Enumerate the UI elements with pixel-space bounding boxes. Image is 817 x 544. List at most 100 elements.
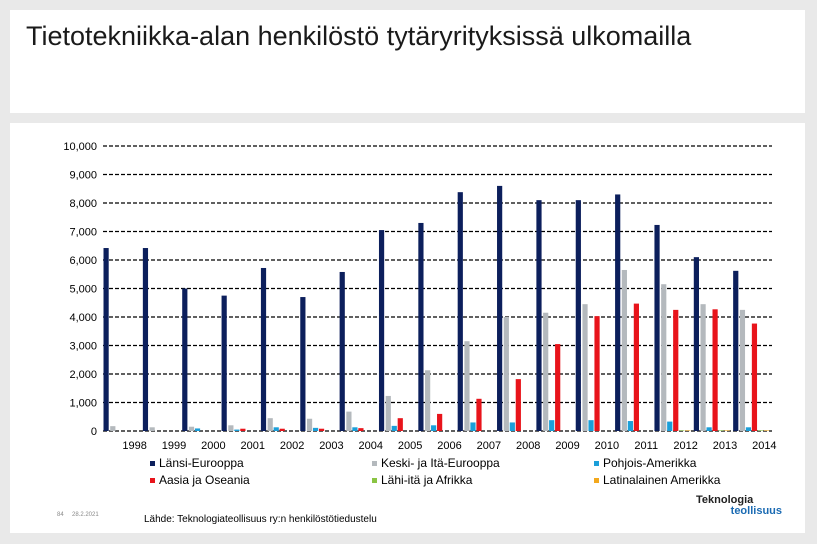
bar [267,418,273,431]
legend-item-aasia-ja-oseania: Aasia ja Oseania [150,473,250,487]
bar [378,230,385,431]
bar [718,430,724,431]
bar [300,297,306,431]
legend-label: Latinalainen Amerikka [603,473,721,487]
source-note: Lähde: Teknologiateollisuus ry:n henkilö… [144,514,377,525]
bar [763,430,770,431]
page-number: 84 [57,512,64,518]
bar [712,309,718,431]
y-tick-label: 6,000 [69,255,97,267]
legend-swatch [594,460,599,466]
y-tick-label: 5,000 [69,284,97,296]
bar [733,270,739,431]
bar [339,271,345,431]
bar [391,425,397,431]
bar [103,248,109,431]
bar [312,427,319,431]
bar-chart: 0 1,000 2,000 3,000 4,000 5,000 6,000 7,000 8,00… [63,141,776,452]
x-tick-label: 2012 [673,440,697,452]
bar [745,427,752,431]
bar [549,420,555,431]
bar [582,304,588,431]
y-tick-label: 2,000 [69,369,97,381]
y-tick-label: 9,000 [69,170,97,182]
x-tick-label: 2009 [555,440,579,452]
bar [588,420,594,431]
bar [149,427,155,431]
x-tick-label: 2000 [201,440,225,452]
bar [182,288,188,431]
bar [543,312,549,431]
company-logo: Teknologia teollisuus [692,495,782,517]
x-tick-label: 2006 [437,440,461,452]
title-panel [10,10,805,113]
legend-swatch [594,477,599,483]
x-tick-label: 2002 [280,440,304,452]
legend-label: Pohjois-Amerikka [603,456,697,470]
x-tick-label: 2005 [398,440,422,452]
logo-line-1: Teknologia [696,494,754,506]
legend-swatch [150,460,155,466]
bar [621,269,627,431]
x-tick-label: 2011 [634,440,658,452]
y-tick-label: 0 [91,426,97,438]
bar [228,425,234,431]
x-tick-label: 2010 [595,440,619,452]
bar [615,194,621,431]
legend-label: Länsi-Eurooppa [159,456,244,470]
bar [627,421,633,431]
bar [654,224,660,431]
bar [346,411,352,431]
bar [431,425,437,431]
bar [693,257,699,431]
x-tick-label: 2001 [240,440,264,452]
legend-item-lansi-eurooppa: Länsi-Eurooppa [150,456,244,470]
bar [751,323,758,431]
bar [503,317,509,431]
x-tick-label: 1999 [162,440,186,452]
bar [470,422,476,431]
bar [358,428,364,431]
legend-label: Lähi-itä ja Afrikka [381,473,473,487]
bar [536,200,542,431]
bar [279,428,285,431]
bar [661,284,667,431]
x-tick-label: 2014 [752,440,776,452]
bar [306,418,313,431]
x-tick-label: 2003 [319,440,343,452]
bar [594,316,600,431]
x-tick-label: 2004 [359,440,383,452]
bar [352,427,358,431]
x-tick-label: 2008 [516,440,540,452]
bar [739,309,746,431]
bar [234,429,240,431]
bar [724,430,730,431]
footer-date: 28.2.2021 [72,512,99,518]
bar [418,222,424,431]
bar [706,427,712,431]
bar [464,341,470,431]
bar [685,430,691,431]
y-tick-label: 8,000 [69,198,97,210]
legend-item-latinalainen-amerikka: Latinalainen Amerikka [594,473,720,487]
bar [515,379,521,431]
logo-line-2: teollisuus [730,505,782,517]
bar [240,428,246,431]
bar [221,295,227,431]
bar [667,421,673,431]
legend-item-keski-ja-ita-eurooppa: Keski- ja Itä-Eurooppa [372,456,500,470]
legend-swatch [372,460,377,466]
bar [318,428,325,431]
legend-label: Aasia ja Oseania [159,473,250,487]
y-tick-label: 3,000 [69,341,97,353]
bar [700,304,706,431]
bar [437,413,443,431]
y-tick-label: 4,000 [69,312,97,324]
x-tick-label: 2013 [713,440,737,452]
x-tick-label: 2007 [477,440,501,452]
bar [142,248,149,431]
legend-item-lahi-ita-ja-afrikka: Lähi-itä ja Afrikka [372,473,472,487]
bar [679,430,685,431]
y-tick-label: 1,000 [69,398,97,410]
bar [397,418,403,431]
